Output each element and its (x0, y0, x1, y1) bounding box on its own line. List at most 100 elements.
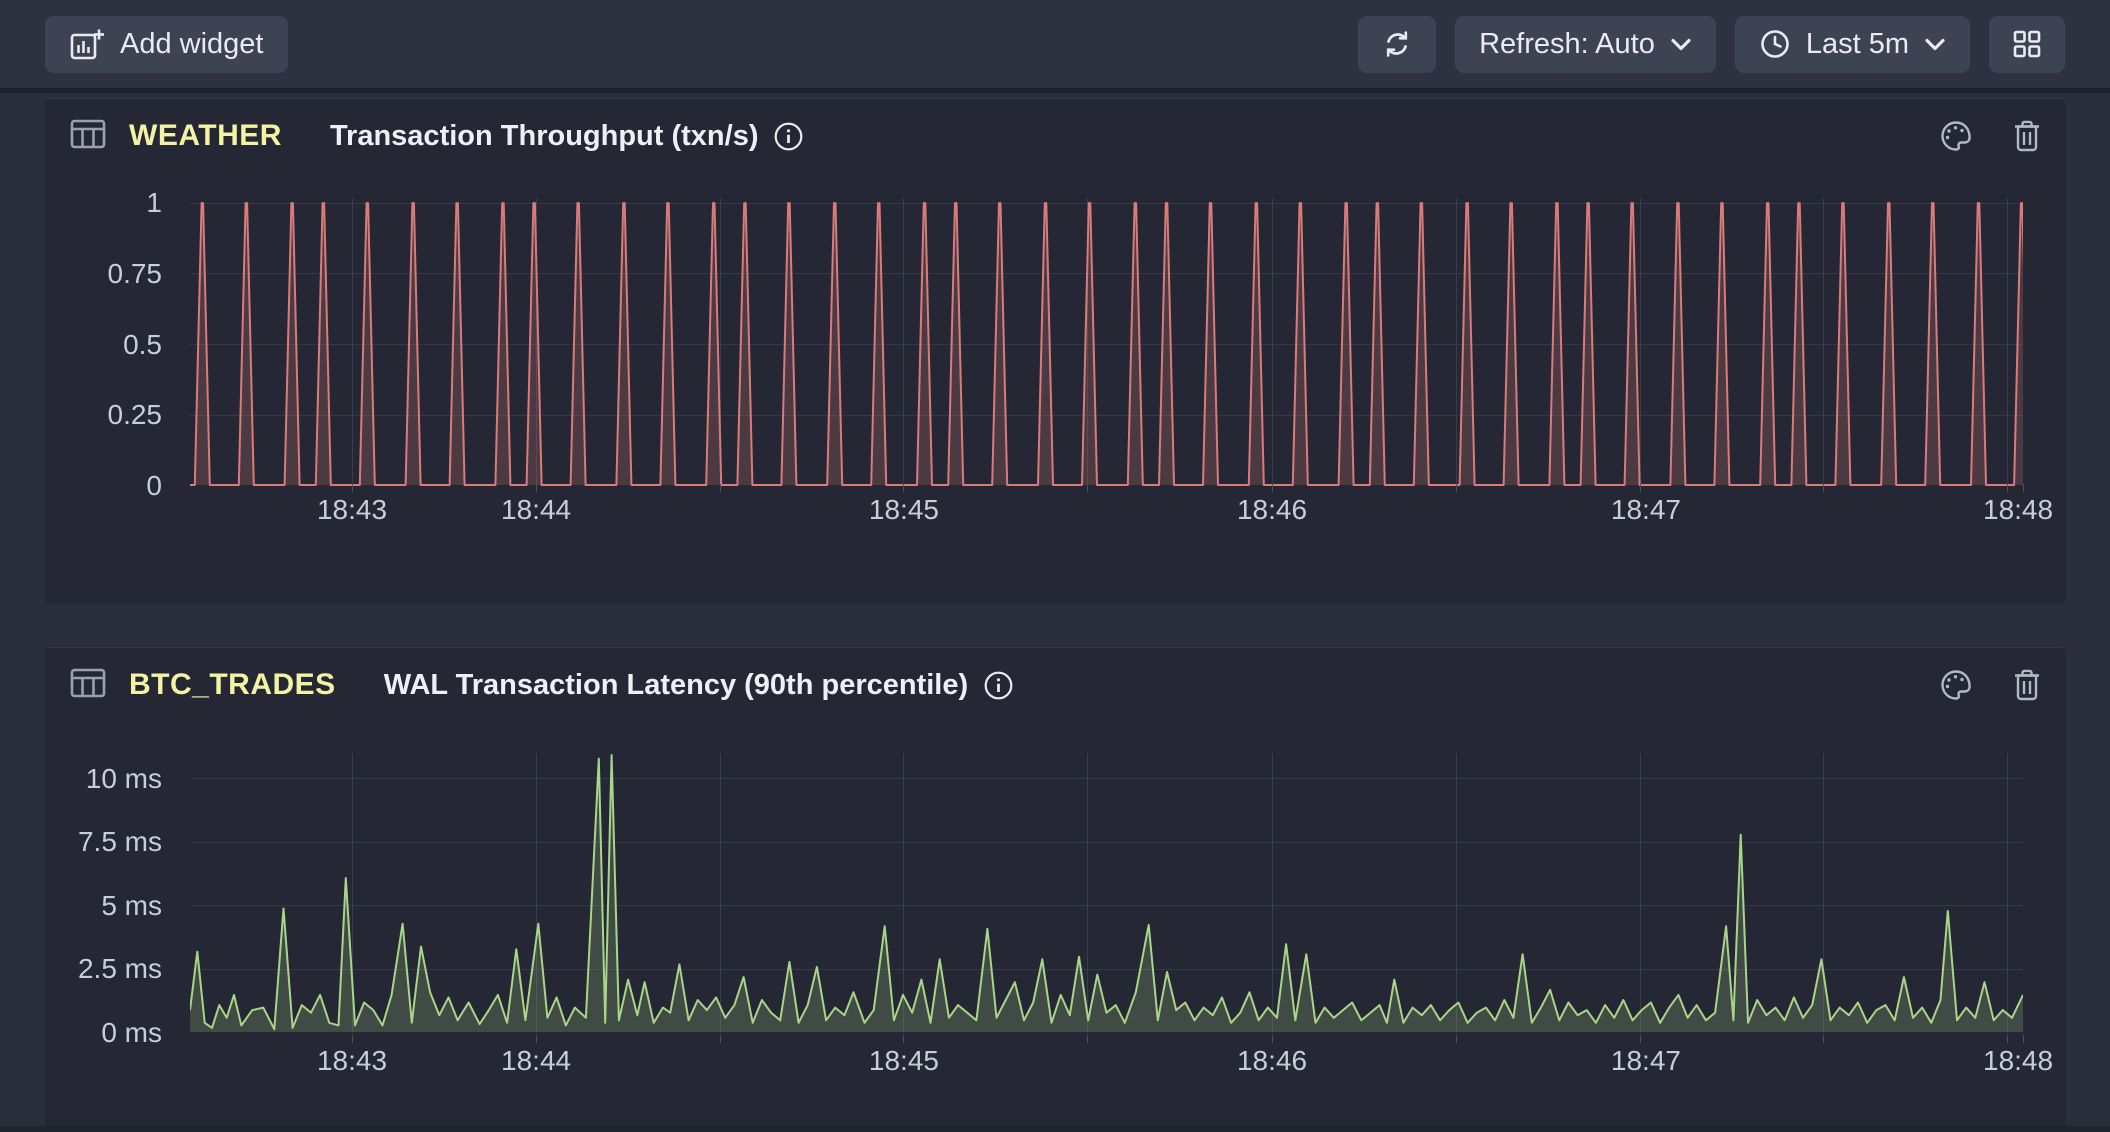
axis-tick (903, 1035, 905, 1043)
time-range-dropdown[interactable]: Last 5m (1734, 15, 1970, 73)
gridline-vertical (1823, 753, 1825, 1033)
gridline-vertical (719, 753, 721, 1033)
throughput-chart[interactable] (190, 198, 2023, 486)
y-tick-label: 0.5 (123, 328, 162, 360)
time-range-label: Last 5m (1805, 27, 1909, 60)
latency-series (190, 754, 2023, 1032)
axis-tick (719, 484, 721, 492)
toolbar-divider (0, 88, 2110, 93)
table-icon (69, 665, 107, 706)
x-tick-label: 18:47 (1610, 1045, 1681, 1076)
y-tick-label: 0.75 (107, 257, 163, 289)
throughput-series (190, 202, 2023, 486)
trash-icon[interactable] (2010, 118, 2044, 154)
gridline-vertical (351, 753, 353, 1033)
gridline-vertical (1639, 198, 1641, 486)
add-widget-label: Add widget (120, 27, 264, 60)
axis-tick (535, 484, 537, 492)
dashboard-page: WEATHER Transaction Throughput (txn/s) (0, 93, 2110, 1132)
y-tick-label: 7.5 ms (77, 826, 162, 858)
info-icon[interactable] (773, 121, 804, 152)
axis-tick (2022, 1035, 2024, 1043)
gridline-horizontal (190, 344, 2023, 346)
axis-tick (719, 1035, 721, 1043)
panel-header: WEATHER Transaction Throughput (txn/s) (69, 113, 2044, 159)
refresh-mode-label: Refresh: Auto (1479, 27, 1655, 60)
palette-icon[interactable] (1938, 118, 1974, 154)
layout-grid-button[interactable] (1989, 15, 2065, 73)
y-tick-label: 5 ms (101, 889, 162, 921)
grid-layout-icon (2011, 28, 2043, 60)
axis-tick (1823, 484, 1825, 492)
y-axis-latency: 0 ms 2.5 ms 5 ms 7.5 ms 10 ms (45, 753, 176, 1048)
gridline-horizontal (190, 968, 2023, 970)
panel-table-name: BTC_TRADES (129, 668, 336, 701)
refresh-icon (1380, 27, 1414, 61)
refresh-button[interactable] (1358, 15, 1437, 73)
x-tick-label: 18:43 (316, 494, 388, 525)
gridline-vertical (1823, 198, 1825, 486)
clock-icon (1759, 28, 1791, 60)
gridline-vertical (1271, 198, 1273, 486)
x-tick-label: 18:45 (868, 494, 939, 525)
panel-table-name: WEATHER (129, 119, 282, 152)
gridline-vertical (719, 198, 721, 486)
gridline-vertical (351, 198, 353, 486)
axis-tick (2022, 484, 2024, 492)
axis-tick (535, 1035, 537, 1043)
axis-tick (1087, 1035, 1089, 1043)
y-tick-label: 2.5 ms (77, 953, 162, 985)
gridline-horizontal (190, 841, 2023, 843)
gridline-vertical (2007, 753, 2009, 1033)
gridline-vertical (1271, 753, 1273, 1033)
palette-icon[interactable] (1938, 667, 1974, 703)
panel-title: Transaction Throughput (txn/s) (329, 119, 759, 152)
panel-latency: BTC_TRADES WAL Transaction Latency (90th… (45, 647, 2066, 1128)
add-widget-button[interactable]: Add widget (45, 15, 288, 73)
axis-tick (903, 484, 905, 492)
gridline-vertical (903, 198, 905, 486)
x-tick-label: 18:45 (868, 1045, 939, 1076)
y-tick-label: 0 (146, 470, 162, 501)
toolbar: Add widget Refresh: Auto (0, 0, 2110, 88)
info-icon[interactable] (983, 670, 1014, 701)
axis-tick (1455, 484, 1457, 492)
gridline-vertical (535, 753, 537, 1033)
gridline-vertical (1455, 753, 1457, 1033)
y-tick-label: 10 ms (85, 762, 162, 794)
x-axis-throughput: 18:43 18:44 18:45 18:46 18:47 18:48 (190, 484, 2053, 530)
trash-icon[interactable] (2010, 667, 2044, 703)
latency-chart[interactable] (190, 753, 2023, 1033)
gridline-horizontal (190, 905, 2023, 907)
x-tick-label: 18:47 (1610, 494, 1681, 525)
panel-title: WAL Transaction Latency (90th percentile… (383, 668, 969, 701)
panel-actions (1938, 118, 2044, 154)
axis-tick (2007, 484, 2009, 492)
gridline-vertical (1639, 753, 1641, 1033)
add-widget-icon (69, 26, 105, 62)
x-tick-label: 18:46 (1236, 1045, 1308, 1076)
gridline-horizontal (190, 273, 2023, 275)
y-tick-label: 1 (146, 187, 162, 219)
x-tick-label: 18:44 (501, 494, 572, 525)
gridline-vertical (1455, 198, 1457, 486)
x-tick-label: 18:48 (1983, 1045, 2054, 1076)
panel-actions (1938, 667, 2044, 703)
y-tick-label: 0 ms (101, 1017, 162, 1048)
gridline-vertical (1087, 198, 1089, 486)
y-axis-throughput: 0 0.25 0.5 0.75 1 (45, 187, 176, 501)
chevron-down-icon (1924, 37, 1946, 52)
gridline-vertical (535, 198, 537, 486)
axis-tick (1271, 1035, 1273, 1043)
panel-header: BTC_TRADES WAL Transaction Latency (90th… (69, 662, 2044, 708)
x-tick-label: 18:43 (316, 1045, 388, 1076)
x-tick-label: 18:44 (501, 1045, 572, 1076)
gridline-vertical (1087, 753, 1089, 1033)
gridline-vertical (2022, 198, 2023, 486)
gridline-vertical (2007, 198, 2009, 486)
next-panel-edge (0, 1126, 2110, 1132)
refresh-mode-dropdown[interactable]: Refresh: Auto (1455, 15, 1716, 73)
gridline-horizontal (190, 414, 2023, 416)
axis-tick (1087, 484, 1089, 492)
